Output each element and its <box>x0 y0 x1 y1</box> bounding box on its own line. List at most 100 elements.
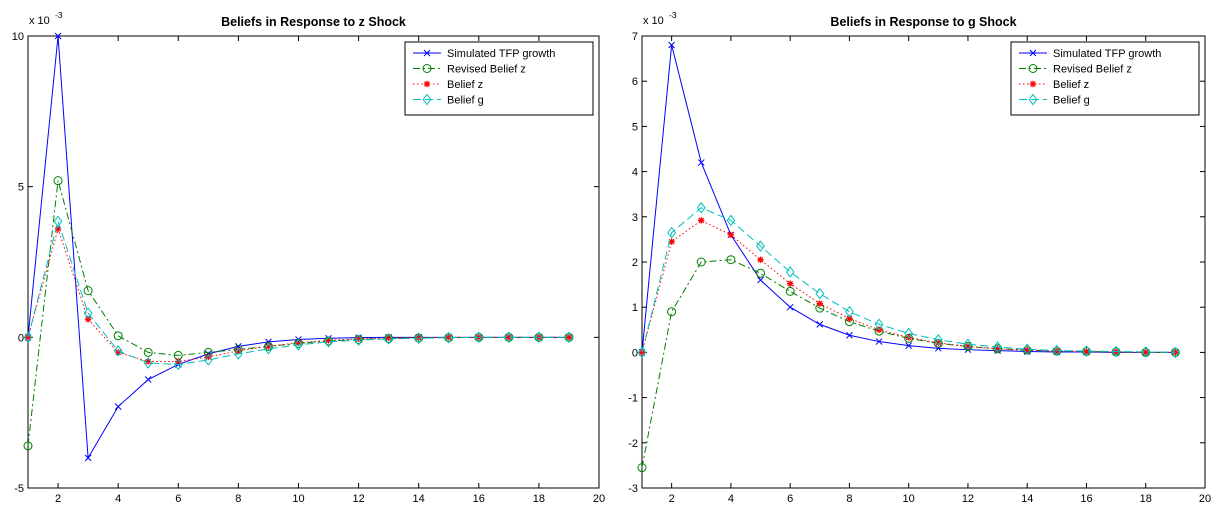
chart-1-point-simulated-tfp-growth <box>697 159 705 166</box>
chart-1-ytick-label: -1 <box>628 393 638 405</box>
chart-0-point-belief-g <box>263 342 273 355</box>
chart-panel-z-shock: Beliefs in Response to z Shock x 10 -3 2 4 6 8… <box>12 10 605 505</box>
chart-0-point-belief-g <box>564 331 574 344</box>
chart-1-series-belief-g <box>637 201 1180 359</box>
chart-1-point-belief-g <box>1111 345 1121 358</box>
chart-1-point-simulated-tfp-growth <box>668 41 675 49</box>
chart-0-point-belief-g <box>173 358 183 371</box>
chart-1-legend-marker-simulated-tfp-growth <box>1029 49 1037 57</box>
chart-0-legend-label-belief-z: Belief z <box>447 79 483 91</box>
chart-0-point-belief-g <box>414 332 424 345</box>
chart-0-point-revised-belief-z <box>113 331 123 341</box>
chart-1-point-belief-z <box>816 300 823 307</box>
chart-0-xtick-label: 2 <box>55 493 61 505</box>
chart-1-point-belief-g <box>637 346 647 359</box>
chart-1-ytick-label: -3 <box>628 483 638 495</box>
chart-1-point-belief-z <box>846 315 853 322</box>
chart-1-point-belief-g <box>667 226 677 239</box>
chart-0-point-belief-z <box>565 334 573 341</box>
chart-0-point-revised-belief-z <box>23 441 33 451</box>
chart-1-exponent-power: -3 <box>669 10 677 20</box>
chart-0-point-belief-g <box>113 345 123 357</box>
chart-0-xtick-label: 8 <box>235 493 241 505</box>
chart-0-ytick-label: 10 <box>12 31 24 43</box>
chart-1-exponent-label: x 10 <box>643 15 664 27</box>
chart-1-point-belief-g <box>696 201 706 214</box>
chart-1-point-simulated-tfp-growth <box>875 338 883 345</box>
chart-0-legend-marker-revised-belief-z <box>422 64 432 73</box>
chart-0-point-simulated-tfp-growth <box>144 376 152 383</box>
chart-1-ytick-label: 7 <box>632 31 638 43</box>
chart-1-legend-marker-revised-belief-z <box>1028 64 1038 73</box>
chart-0-ytick-label: 0 <box>18 332 24 344</box>
chart-1-point-belief-g <box>844 305 854 318</box>
chart-0-xtick-label: 14 <box>413 493 425 505</box>
chart-1-xtick-label: 12 <box>962 493 974 505</box>
chart-0-point-revised-belief-z <box>83 286 93 296</box>
chart-1-xtick-label: 16 <box>1080 493 1092 505</box>
chart-1-point-belief-g <box>785 266 795 278</box>
chart-0-legend-box <box>404 41 594 116</box>
chart-1-ytick-label: 5 <box>632 121 638 133</box>
chart-0-xtick-label: 18 <box>533 493 545 505</box>
chart-1-legend-marker-belief-g <box>1028 93 1038 106</box>
chart-1-point-belief-g <box>1082 345 1091 357</box>
chart-1-xtick-label: 10 <box>903 493 915 505</box>
chart-1-point-simulated-tfp-growth <box>816 321 824 328</box>
chart-1-xtick-label: 2 <box>669 493 675 505</box>
chart-0-line-belief-g <box>27 219 569 365</box>
chart-0-point-simulated-tfp-growth <box>114 403 122 410</box>
chart-0-ytick-label: -5 <box>14 483 24 495</box>
chart-1-point-revised-belief-z <box>696 257 706 267</box>
chart-1-point-belief-g <box>756 240 765 253</box>
chart-1-point-belief-g <box>904 327 914 340</box>
chart-1-legend-marker-belief-z <box>1029 80 1037 88</box>
chart-1-legend-box <box>1010 41 1200 116</box>
chart-panel-g-shock: Beliefs in Response to g Shock x 10 -3 2 4 6 8… <box>628 10 1211 505</box>
chart-1-point-revised-belief-z <box>726 255 736 265</box>
chart-1-legend: Simulated TFP growth Revised Belief z Beli… <box>1010 41 1200 116</box>
chart-1-point-belief-g <box>815 287 825 300</box>
chart-1-line-belief-g <box>641 207 1176 353</box>
chart-0-legend-marker-belief-z <box>423 80 431 88</box>
chart-0-xtick-label: 12 <box>352 493 364 505</box>
chart-0-legend-label-revised-belief-z: Revised Belief z <box>447 64 526 76</box>
chart-1-title: Beliefs in Response to g Shock <box>830 15 1016 29</box>
chart-0-point-belief-g <box>233 348 243 360</box>
chart-1-point-revised-belief-z <box>637 463 647 473</box>
chart-0-title: Beliefs in Response to z Shock <box>221 15 406 29</box>
chart-1-point-belief-g <box>874 318 884 331</box>
chart-1-legend-label-belief-z: Belief z <box>1053 79 1089 91</box>
chart-0-series-belief-g <box>23 215 574 371</box>
chart-0-point-revised-belief-z <box>53 176 63 186</box>
chart-1-ytick-label: 0 <box>632 347 638 359</box>
chart-1-point-simulated-tfp-growth <box>934 344 942 352</box>
chart-0-point-belief-g <box>474 331 484 344</box>
chart-0-exponent-power: -3 <box>55 10 63 20</box>
chart-1-ytick-label: 2 <box>632 257 638 269</box>
chart-1-point-belief-g <box>933 333 943 346</box>
chart-1-point-belief-g <box>993 341 1003 353</box>
chart-1-point-belief-z <box>786 280 794 287</box>
chart-0-point-belief-g <box>143 357 153 369</box>
chart-1-point-belief-z <box>1083 348 1090 355</box>
chart-1-point-belief-g <box>1170 346 1180 359</box>
chart-0-xtick-label: 6 <box>175 493 181 505</box>
chart-0-point-simulated-tfp-growth <box>54 32 62 40</box>
chart-1-point-belief-g <box>963 338 973 351</box>
chart-1-point-simulated-tfp-growth <box>846 331 853 339</box>
chart-1-point-revised-belief-z <box>667 307 677 317</box>
chart-0-point-belief-g <box>203 354 213 366</box>
chart-0-point-belief-g <box>83 307 93 320</box>
chart-0-xtick-label: 20 <box>593 493 605 505</box>
chart-0-point-belief-g <box>504 331 514 344</box>
chart-1-xtick-label: 8 <box>846 493 852 505</box>
chart-1-point-simulated-tfp-growth <box>905 342 913 349</box>
chart-1-point-revised-belief-z <box>785 286 795 296</box>
chart-0-point-simulated-tfp-growth <box>84 454 92 462</box>
chart-1-point-belief-z <box>698 217 705 224</box>
chart-0-exponent-label: x 10 <box>29 15 50 27</box>
chart-0-point-belief-z <box>84 316 92 323</box>
chart-1-point-revised-belief-z <box>756 268 766 278</box>
